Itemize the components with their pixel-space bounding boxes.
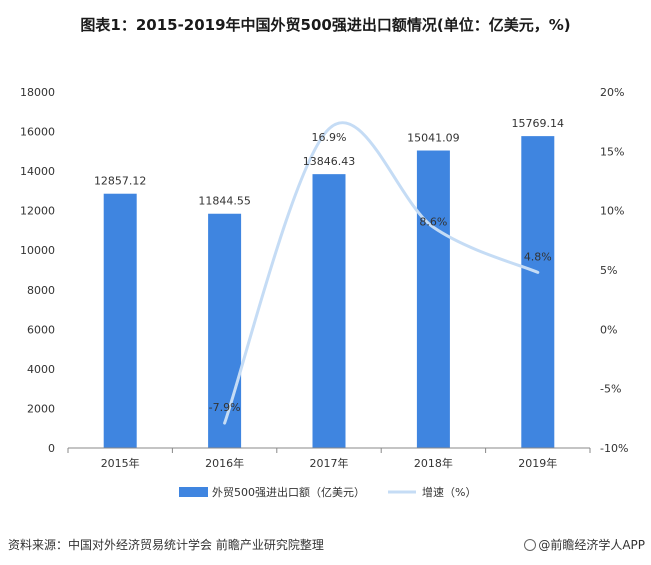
legend-label-line: 增速（%） bbox=[422, 485, 476, 499]
brand-credit: @前瞻经济学人APP bbox=[524, 536, 645, 553]
combo-chart: 2015年 2016年 2017年 2018年 2019年 0 2000 4000 6000 80… bbox=[20, 86, 628, 499]
bar-value-label: 15041.09 bbox=[407, 132, 460, 145]
y-right-tick-label: -10% bbox=[600, 442, 628, 455]
y-left-tick-label: 0 bbox=[48, 442, 55, 455]
chart-title: 图表1：2015-2019年中国外贸500强进出口额情况(单位：亿美元，%) bbox=[80, 16, 571, 34]
x-tick-label: 2018年 bbox=[414, 456, 453, 470]
growth-value-label: 4.8% bbox=[524, 250, 552, 263]
y-right-tick-label: 15% bbox=[600, 145, 624, 158]
y-left-tick-label: 4000 bbox=[27, 363, 55, 376]
bar-value-label: 15769.14 bbox=[512, 117, 565, 130]
source-note: 资料来源：中国对外经济贸易统计学会 前瞻产业研究院整理 bbox=[8, 538, 324, 552]
bar-value-label: 13846.43 bbox=[303, 155, 356, 168]
footer: 资料来源：中国对外经济贸易统计学会 前瞻产业研究院整理 @前瞻经济学人APP bbox=[0, 528, 651, 565]
y-left-tick-label: 18000 bbox=[20, 86, 55, 99]
brand-text: @前瞻经济学人APP bbox=[538, 538, 645, 552]
legend-label-bars: 外贸500强进出口额（亿美元） bbox=[212, 485, 365, 499]
growth-value-label: 16.9% bbox=[312, 131, 347, 144]
y-right-tick-label: 5% bbox=[600, 264, 617, 277]
y-right-tick-label: 20% bbox=[600, 86, 624, 99]
y-left-tick-label: 2000 bbox=[27, 402, 55, 415]
y-left-tick-label: 14000 bbox=[20, 165, 55, 178]
bars-layer bbox=[103, 136, 555, 449]
y-left-tick-label: 16000 bbox=[20, 126, 55, 139]
qianzhan-logo-icon bbox=[524, 539, 537, 551]
growth-value-label: -7.9% bbox=[209, 401, 241, 414]
axes-layer: 2015年 2016年 2017年 2018年 2019年 0 2000 4000 6000 80… bbox=[20, 86, 628, 470]
y-right-tick-label: 0% bbox=[600, 323, 617, 336]
x-tick-label: 2015年 bbox=[101, 456, 140, 470]
bar-value-label: 12857.12 bbox=[94, 175, 147, 188]
labels-layer: 12857.12 11844.55 13846.43 15041.09 15769.14… bbox=[94, 117, 564, 414]
x-tick-label: 2019年 bbox=[518, 456, 557, 470]
y-left-tick-label: 8000 bbox=[27, 284, 55, 297]
growth-line bbox=[223, 121, 540, 425]
bar-4 bbox=[416, 150, 450, 448]
y-right-tick-label: 10% bbox=[600, 205, 624, 218]
bar-1 bbox=[103, 193, 137, 448]
y-left-tick-label: 6000 bbox=[27, 323, 55, 336]
y-left-tick-label: 12000 bbox=[20, 205, 55, 218]
x-tick-label: 2017年 bbox=[310, 456, 349, 470]
growth-value-label: 8.6% bbox=[419, 215, 447, 228]
legend-swatch-bars bbox=[179, 487, 208, 497]
legend: 外贸500强进出口额（亿美元） 增速（%） bbox=[179, 485, 476, 499]
bar-2 bbox=[208, 213, 242, 448]
bar-value-label: 11844.55 bbox=[198, 195, 251, 208]
line-layer bbox=[223, 121, 540, 425]
y-left-tick-label: 10000 bbox=[20, 244, 55, 257]
bar-3 bbox=[312, 174, 346, 449]
x-tick-label: 2016年 bbox=[205, 456, 244, 470]
bar-5 bbox=[521, 136, 555, 448]
y-right-tick-label: -5% bbox=[600, 383, 621, 396]
